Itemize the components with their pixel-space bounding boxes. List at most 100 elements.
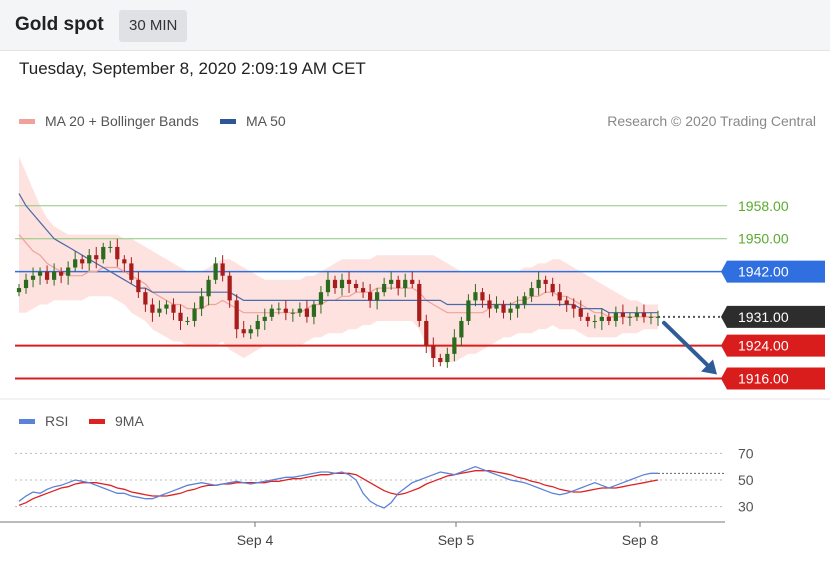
rsi-tick-label: 70 <box>738 445 754 461</box>
candle <box>178 304 183 331</box>
candle <box>487 294 492 318</box>
candle <box>136 271 141 298</box>
candle <box>641 304 647 323</box>
candle <box>248 325 253 340</box>
candle <box>627 312 633 326</box>
candle <box>332 275 338 294</box>
ma50-line <box>18 193 658 314</box>
rsi-ma-line <box>18 470 659 506</box>
support-level-tag <box>721 334 825 357</box>
candle <box>185 316 190 326</box>
candle <box>234 294 239 339</box>
ma20-legend-label: MA 20 + Bollinger Bands <box>45 113 199 129</box>
candle <box>480 288 485 308</box>
candle <box>494 296 499 313</box>
pivot-level-tag <box>721 260 825 283</box>
candle <box>578 300 583 321</box>
ma50-legend-swatch <box>220 119 236 124</box>
candle <box>101 242 106 264</box>
candle <box>129 257 134 284</box>
candle <box>37 267 43 285</box>
candle <box>655 310 661 326</box>
resistance-level-label: 1950.00 <box>738 231 789 247</box>
candle <box>311 300 317 325</box>
support-level-tag <box>721 367 825 390</box>
candle <box>571 298 576 318</box>
candle <box>515 296 520 318</box>
candle <box>73 251 78 272</box>
x-axis: Sep 4 Sep 5 Sep 8 <box>0 521 725 548</box>
rsi-legend-swatch <box>19 419 35 424</box>
timestamp: Tuesday, September 8, 2020 2:09:19 AM CE… <box>19 59 366 78</box>
chart-header: Gold spot 30 MIN <box>0 0 830 51</box>
candle <box>30 267 36 288</box>
candle <box>508 302 513 321</box>
candle <box>290 308 295 322</box>
rsi-panel: 70 50 30 <box>15 445 754 515</box>
candle <box>410 271 415 289</box>
ma50-legend-label: MA 50 <box>246 113 286 129</box>
candle <box>269 304 274 321</box>
candle <box>115 238 120 267</box>
candle <box>108 240 113 253</box>
rsi-ma-legend-label: 9MA <box>115 413 144 429</box>
candle <box>634 306 640 321</box>
candle <box>122 255 127 273</box>
candle <box>346 271 352 293</box>
candle <box>606 312 611 326</box>
forecast-arrow <box>662 320 713 371</box>
candle <box>620 304 625 325</box>
candle <box>382 277 387 297</box>
candle <box>389 271 394 290</box>
candle <box>424 314 429 354</box>
candle <box>438 353 443 367</box>
candle <box>150 298 155 322</box>
rsi-tick-label: 50 <box>738 472 754 488</box>
candle <box>431 337 436 368</box>
candle <box>613 306 618 327</box>
candle <box>585 312 590 327</box>
rsi-legend-label: RSI <box>45 413 68 429</box>
candle <box>557 283 562 307</box>
credit-text: Research © 2020 Trading Central <box>607 113 816 129</box>
candle <box>592 314 597 329</box>
candle <box>318 286 324 314</box>
candle <box>44 265 50 284</box>
ma20-line <box>18 234 658 318</box>
candle <box>550 277 555 297</box>
rsi-ma-legend-swatch <box>89 419 105 424</box>
candle <box>417 279 422 327</box>
candle <box>143 288 148 312</box>
candle <box>16 283 22 297</box>
candle <box>452 329 457 362</box>
candle <box>353 279 359 293</box>
x-tick-label: Sep 8 <box>622 532 659 548</box>
candle <box>648 312 654 325</box>
candle <box>466 294 471 326</box>
candle <box>227 271 232 308</box>
candle <box>564 296 569 312</box>
candle <box>59 267 64 284</box>
candle <box>543 275 548 293</box>
candle <box>262 308 267 331</box>
candle <box>199 288 204 317</box>
candle <box>339 273 345 296</box>
candle <box>459 316 464 347</box>
price-panel: 1958.00 1950.00 1942.00 1931.00 1924.00 1916.… <box>15 156 825 390</box>
candle <box>396 275 401 296</box>
candle <box>192 302 197 327</box>
candle <box>522 292 527 309</box>
candle <box>325 271 331 297</box>
candle <box>501 300 506 319</box>
candle <box>220 255 225 282</box>
ma20-legend-swatch <box>19 119 35 124</box>
candle <box>360 281 366 298</box>
candle <box>276 302 281 315</box>
candle <box>473 283 478 307</box>
candle <box>23 273 29 294</box>
rsi-tick-label: 30 <box>738 499 754 515</box>
candle <box>599 308 604 331</box>
timeframe-button[interactable]: 30 MIN <box>119 10 188 42</box>
